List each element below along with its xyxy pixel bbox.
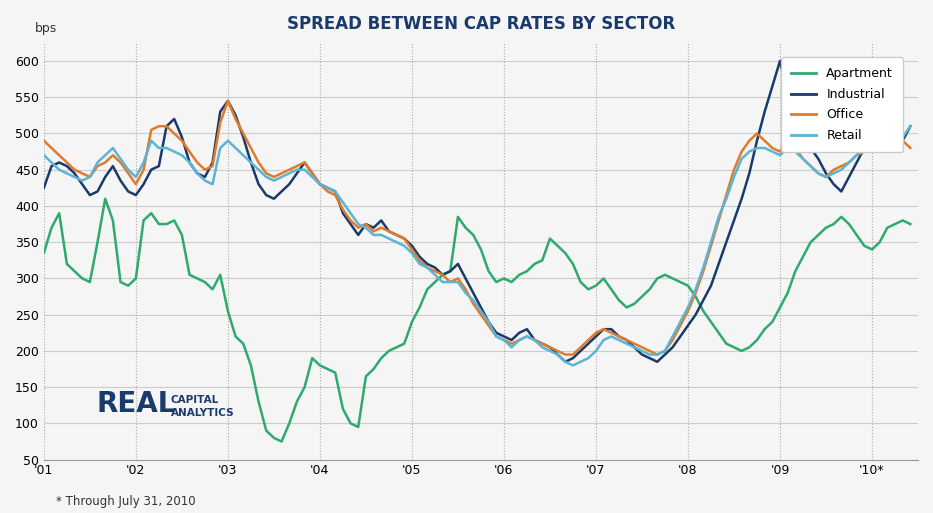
- Text: REAL: REAL: [96, 390, 175, 418]
- Title: SPREAD BETWEEN CAP RATES BY SECTOR: SPREAD BETWEEN CAP RATES BY SECTOR: [286, 15, 675, 33]
- Legend: Apartment, Industrial, Office, Retail: Apartment, Industrial, Office, Retail: [781, 57, 903, 152]
- Text: CAPITAL
ANALYTICS: CAPITAL ANALYTICS: [171, 394, 234, 418]
- Text: bps: bps: [35, 22, 57, 34]
- Text: * Through July 31, 2010: * Through July 31, 2010: [56, 495, 196, 508]
